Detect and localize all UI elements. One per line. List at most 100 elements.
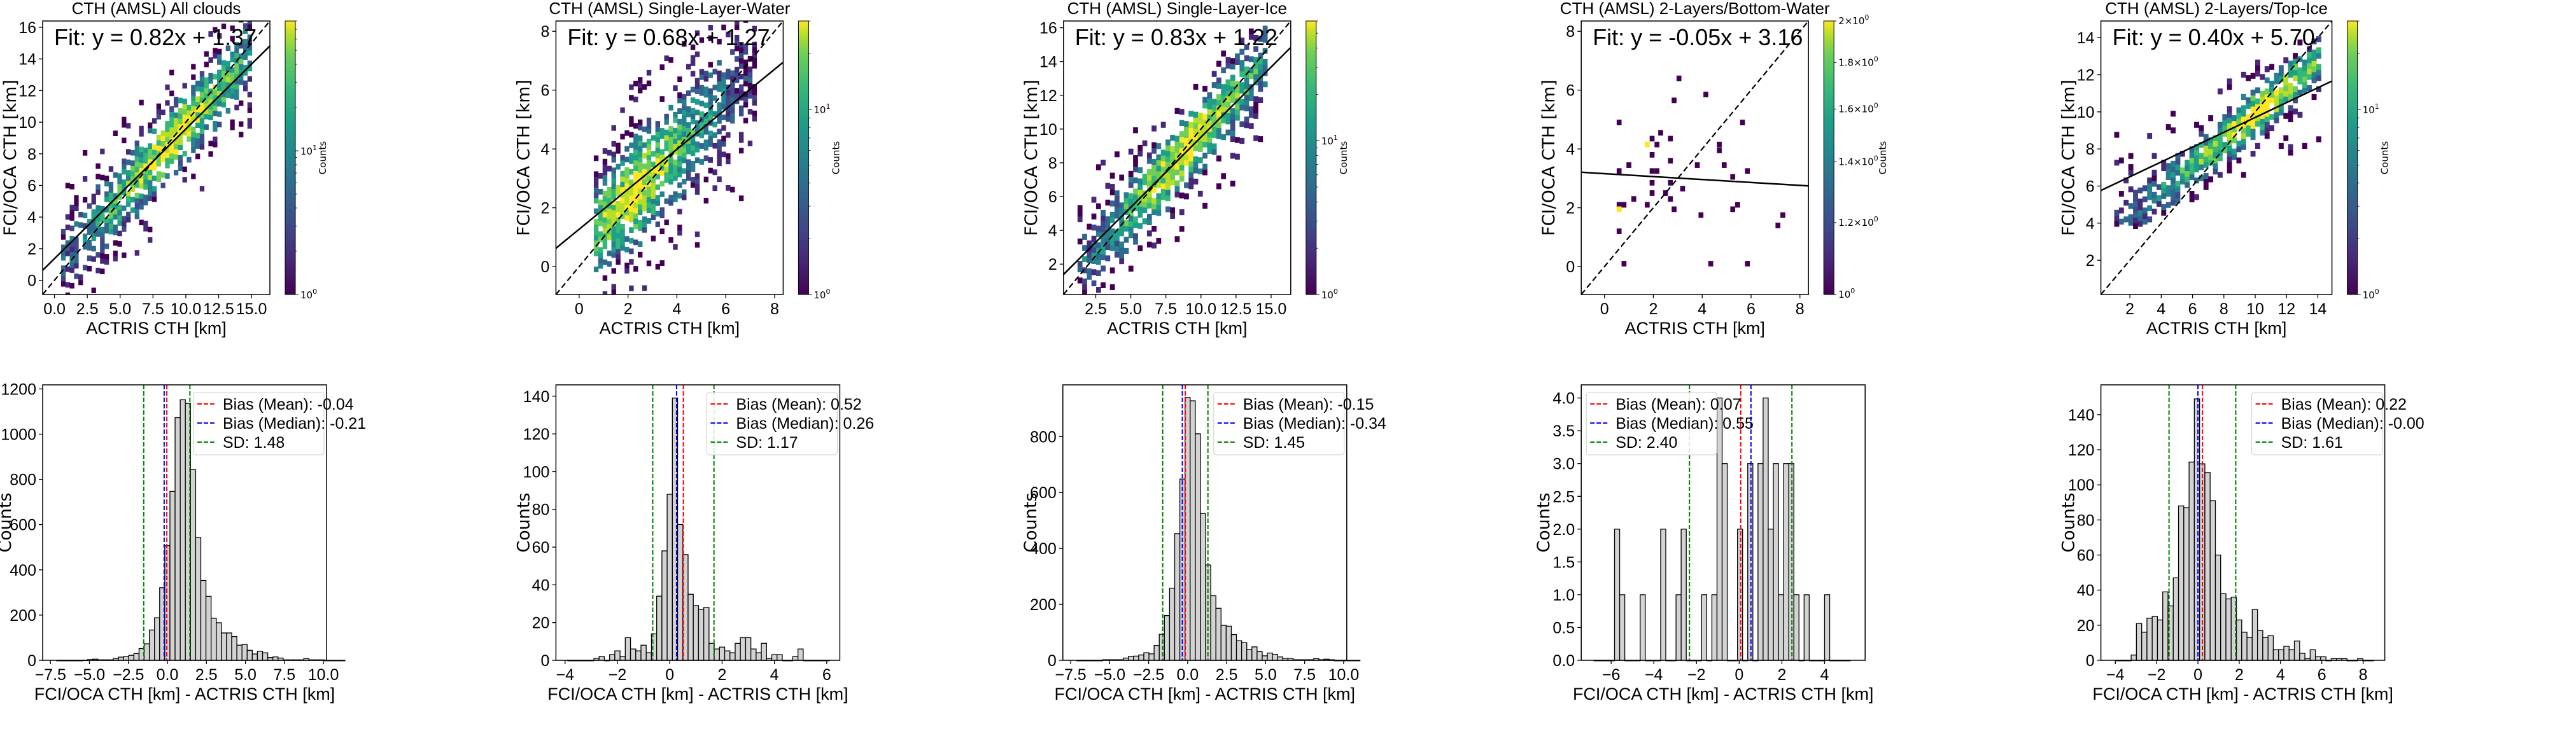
heatmap-cell — [1244, 44, 1249, 50]
heatmap-cell — [1188, 127, 1194, 134]
heatmap-cell — [1105, 199, 1111, 206]
heatmap-cell — [191, 101, 196, 106]
heatmap-cell — [1202, 113, 1207, 120]
heatmap-cell — [2264, 105, 2270, 111]
heatmap-cell — [593, 171, 599, 177]
heatmap-cell — [148, 148, 153, 155]
heatmap-cell — [602, 201, 608, 207]
heatmap-cell — [1133, 155, 1138, 162]
heatmap-cell — [113, 214, 118, 220]
heatmap-cell — [1202, 141, 1207, 148]
heatmap-cell — [633, 223, 638, 230]
heatmap-cell — [243, 49, 248, 55]
histogram-bar — [190, 469, 197, 661]
heatmap-cell — [602, 211, 608, 218]
heatmap-cell — [82, 244, 88, 250]
heatmap-cell — [2161, 193, 2167, 199]
heatmap-cell — [2297, 73, 2303, 79]
heatmap-cell — [104, 181, 109, 187]
heatmap-cell — [165, 157, 170, 163]
heatmap-cell — [82, 239, 88, 245]
heatmap-cell — [2133, 200, 2138, 207]
heatmap-cell — [2175, 197, 2181, 204]
heatmap-cell — [694, 88, 700, 95]
heatmap-cell — [74, 237, 79, 243]
heatmap-cell — [712, 122, 717, 128]
heatmap-cell — [598, 258, 603, 264]
heatmap-cell — [1151, 170, 1157, 176]
heatmap-cell — [1262, 36, 1268, 43]
x-tick-label: 2 — [2125, 300, 2134, 318]
heatmap-cell — [2260, 90, 2265, 97]
histogram-bar — [1220, 625, 1227, 661]
heatmap-cell — [730, 81, 735, 87]
legend-entry: Bias (Median): -0.34 — [1243, 415, 1386, 433]
heatmap-cell — [234, 83, 239, 90]
heatmap-cell — [2274, 95, 2279, 101]
heatmap-cell — [1253, 57, 1258, 64]
heatmap-cell — [651, 193, 656, 199]
heatmap-cell — [2255, 115, 2260, 122]
heatmap-cell — [1091, 258, 1097, 264]
histogram-bar — [272, 656, 279, 661]
heatmap-cell — [686, 106, 691, 112]
heatmap-cell — [191, 127, 196, 132]
heatmap-cell — [126, 196, 131, 202]
heatmap-cell — [199, 144, 205, 150]
heatmap-cell — [1248, 28, 1254, 34]
x-tick-label: 8 — [1796, 300, 1805, 318]
heatmap-cell — [2246, 102, 2251, 109]
heatmap-cell — [2227, 134, 2232, 141]
heatmap-cell — [126, 149, 131, 155]
histogram-bar — [698, 609, 705, 661]
heatmap-cell — [677, 161, 682, 167]
heatmap-cell — [708, 109, 713, 115]
heatmap-cell — [1115, 212, 1120, 219]
heatmap-cell — [620, 245, 625, 251]
heatmap-cell — [213, 121, 218, 127]
heatmap-cell — [1616, 168, 1622, 174]
heatmap-cell — [2232, 137, 2237, 144]
heatmap-cell — [1202, 202, 1207, 209]
heatmap-cell — [2269, 80, 2275, 87]
heatmap-cell — [2302, 71, 2307, 77]
histogram-bars — [567, 398, 830, 662]
y-tick-label: 14 — [2077, 29, 2095, 47]
heatmap-cell — [104, 223, 109, 228]
heatmap-cell — [1616, 206, 1622, 212]
heatmap-cell — [651, 209, 656, 215]
heatmap-cell — [234, 104, 239, 111]
heatmap-cell — [69, 241, 74, 247]
heatmap-cell — [1202, 169, 1207, 176]
heatmap-cell — [2175, 186, 2181, 193]
x-tick-label: 10.0 — [308, 666, 339, 684]
heatmap-cell — [602, 227, 608, 233]
heatmap-cell — [100, 211, 105, 217]
heatmap-cell — [611, 284, 616, 290]
heatmap-cell — [1216, 127, 1221, 134]
heatmap-cell — [607, 149, 612, 156]
heatmap-cell — [1091, 280, 1097, 287]
heatmap-cell — [1721, 162, 1727, 168]
heatmap-cell — [651, 183, 656, 189]
heatmap-cell — [2114, 215, 2120, 221]
heatmap-cell — [726, 31, 731, 38]
heatmap-cell — [752, 46, 757, 53]
heatmap-cell — [113, 209, 118, 215]
x-tick-label: 2 — [717, 666, 726, 684]
heatmap-cell — [735, 93, 740, 99]
heatmap-cell — [2316, 53, 2321, 59]
heatmap-cell — [747, 82, 753, 88]
heatmap-cell — [126, 211, 131, 218]
heatmap-cell — [620, 202, 625, 209]
heatmap-cell — [616, 238, 621, 244]
heatmap-cell — [225, 71, 230, 78]
heatmap-cell — [668, 168, 673, 174]
heatmap-cell — [642, 153, 647, 159]
heatmap-cell — [108, 202, 114, 209]
histogram-bar — [334, 660, 341, 662]
heatmap-cell — [1105, 244, 1111, 251]
heatmap-cell — [239, 80, 244, 85]
heatmap-cell — [139, 162, 144, 168]
histogram-bar — [1153, 645, 1160, 661]
